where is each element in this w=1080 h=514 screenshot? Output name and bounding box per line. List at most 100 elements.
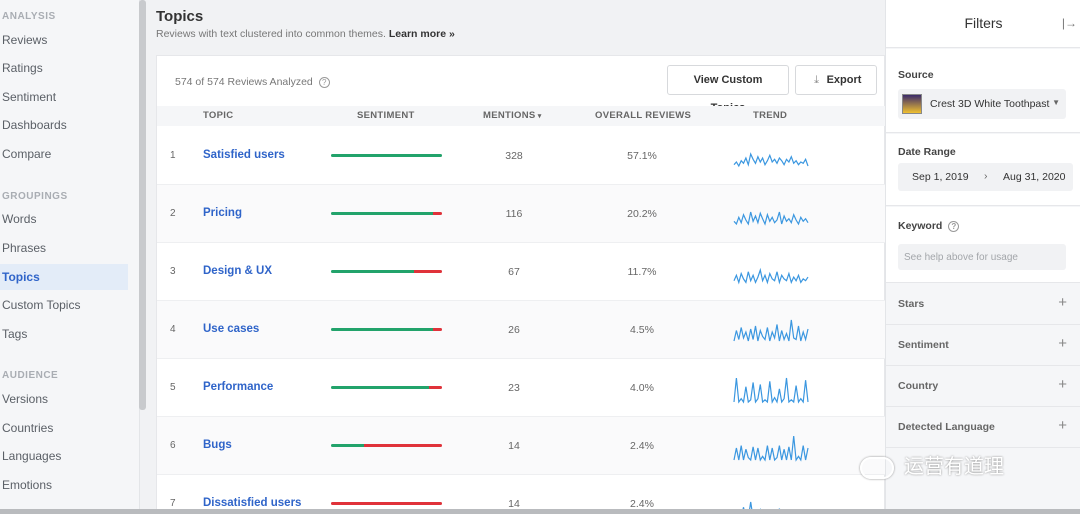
topic-link[interactable]: Bugs [203, 439, 232, 451]
table-row[interactable]: 4 Use cases 26 4.5% [157, 301, 886, 359]
nav-item-tags[interactable]: Tags [2, 327, 28, 341]
learn-more-link[interactable]: Learn more » [388, 28, 455, 40]
column-header-overall[interactable]: OVERALL REVIEWS [595, 110, 692, 121]
nav-item-emotions[interactable]: Emotions [2, 478, 53, 492]
table-row[interactable]: 2 Pricing 116 20.2% [157, 185, 886, 243]
sentiment-negative-segment [433, 212, 442, 215]
table-row[interactable]: 5 Performance 23 4.0% [157, 359, 886, 417]
nav-item-ratings[interactable]: Ratings [2, 61, 43, 75]
plus-icon[interactable]: + [1058, 294, 1067, 311]
trend-sparkline [733, 435, 809, 462]
nav-item-custom-topics[interactable]: Custom Topics [2, 298, 81, 312]
trend-line [733, 319, 809, 342]
export-button[interactable]: ⤓Export▼ [795, 65, 877, 113]
sentiment-positive-segment [331, 154, 442, 157]
plus-icon[interactable]: + [1058, 335, 1067, 352]
topic-link[interactable]: Dissatisfied users [203, 497, 302, 509]
topics-card: 574 of 574 Reviews Analyzed? View Custom… [156, 55, 886, 514]
stars-label: Stars [898, 298, 925, 310]
nav-item-dashboards[interactable]: Dashboards [2, 118, 67, 132]
topic-link[interactable]: Pricing [203, 207, 242, 219]
column-header-mentions[interactable]: MENTIONS ▾ [483, 110, 542, 121]
date-from[interactable]: Sep 1, 2019 [912, 171, 969, 183]
trend-line [733, 152, 809, 168]
country-label: Country [898, 380, 939, 392]
column-header-sentiment[interactable]: SENTIMENT [357, 110, 415, 121]
horizontal-scrollbar[interactable] [0, 509, 1080, 514]
sentiment-negative-segment [433, 328, 442, 331]
sentiment-positive-segment [331, 386, 429, 389]
nav-section-groupings: GROUPINGS [2, 191, 68, 202]
sentiment-filter[interactable]: Sentiment + [886, 325, 1080, 366]
nav-item-phrases[interactable]: Phrases [2, 241, 47, 255]
sentiment-positive-segment [331, 444, 365, 447]
source-select[interactable]: Crest 3D White Toothpaste ▼ [898, 89, 1066, 119]
trend-sparkline [733, 152, 809, 168]
overall-reviews-value: 4.5% [630, 324, 654, 336]
date-range-label: Date Range [898, 146, 956, 158]
country-filter[interactable]: Country + [886, 366, 1080, 407]
trend-line [733, 377, 809, 404]
table-row[interactable]: 7 Dissatisfied users 14 2.4% [157, 475, 886, 514]
mentions-value: 14 [508, 498, 520, 510]
row-index: 7 [170, 498, 176, 509]
trend-line [733, 267, 809, 285]
table-row[interactable]: 3 Design & UX 67 11.7% [157, 243, 886, 301]
plus-icon[interactable]: + [1058, 376, 1067, 393]
stars-filter[interactable]: Stars + [886, 284, 1080, 325]
filters-header: Filters |→ [886, 0, 1080, 48]
overall-reviews-value: 11.7% [627, 266, 657, 278]
sentiment-negative-segment [428, 386, 442, 389]
row-index: 4 [170, 324, 176, 335]
trend-sparkline [733, 211, 809, 226]
topic-link[interactable]: Design & UX [203, 265, 273, 277]
nav-item-countries[interactable]: Countries [2, 421, 54, 435]
sentiment-positive-segment [331, 270, 415, 273]
nav-item-compare[interactable]: Compare [2, 147, 52, 161]
sentiment-bar [331, 154, 442, 157]
nav-item-topics[interactable]: Topics [0, 264, 128, 290]
plus-icon[interactable]: + [1058, 417, 1067, 434]
view-custom-topics-button[interactable]: View Custom Topics [667, 65, 789, 114]
nav-item-versions[interactable]: Versions [2, 392, 49, 406]
sidebar-scrollbar[interactable] [139, 0, 146, 410]
column-header-topic[interactable]: TOPIC [203, 110, 234, 121]
column-header-mentions-label: MENTIONS [483, 110, 536, 121]
overall-reviews-value: 2.4% [630, 498, 654, 510]
nav-section-analysis: ANALYSIS [2, 11, 56, 22]
main-content: Topics Reviews with text clustered into … [148, 0, 886, 514]
nav-section-audience: AUDIENCE [2, 370, 59, 381]
mentions-value: 67 [508, 266, 520, 278]
mentions-value: 116 [505, 208, 523, 220]
trend-sparkline [733, 377, 809, 404]
mentions-value: 23 [508, 382, 520, 394]
topic-link[interactable]: Performance [203, 381, 274, 393]
column-header-trend: TREND [753, 110, 788, 121]
mentions-value: 26 [508, 324, 520, 336]
chevron-down-icon: ▼ [1052, 98, 1060, 107]
sentiment-negative-segment [331, 502, 442, 505]
table-row[interactable]: 6 Bugs 14 2.4% [157, 417, 886, 475]
mentions-value: 14 [508, 440, 520, 452]
question-circle-icon[interactable]: ? [318, 76, 330, 88]
nav-item-languages[interactable]: Languages [2, 449, 62, 463]
question-circle-icon[interactable]: ? [948, 220, 960, 232]
nav-item-sentiment[interactable]: Sentiment [2, 90, 57, 104]
detected-language-filter[interactable]: Detected Language + [886, 407, 1080, 448]
overall-reviews-value: 2.4% [630, 440, 654, 452]
overall-reviews-value: 20.2% [627, 208, 657, 220]
keyword-input[interactable] [898, 244, 1066, 270]
date-range-picker[interactable]: Sep 1, 2019 › Aug 31, 2020 [898, 163, 1073, 191]
table-row[interactable]: 1 Satisfied users 328 57.1% [157, 127, 886, 185]
detected-language-label: Detected Language [898, 421, 995, 433]
topic-link[interactable]: Use cases [203, 323, 260, 335]
topic-link[interactable]: Satisfied users [203, 149, 285, 161]
nav-item-words[interactable]: Words [2, 212, 37, 226]
download-icon: ⤓ [814, 74, 820, 86]
date-to[interactable]: Aug 31, 2020 [1003, 171, 1066, 183]
sentiment-positive-segment [331, 328, 434, 331]
overall-reviews-value: 4.0% [630, 382, 654, 394]
panel-collapse-icon[interactable]: |→ [1061, 16, 1077, 30]
nav-item-reviews[interactable]: Reviews [2, 33, 48, 47]
